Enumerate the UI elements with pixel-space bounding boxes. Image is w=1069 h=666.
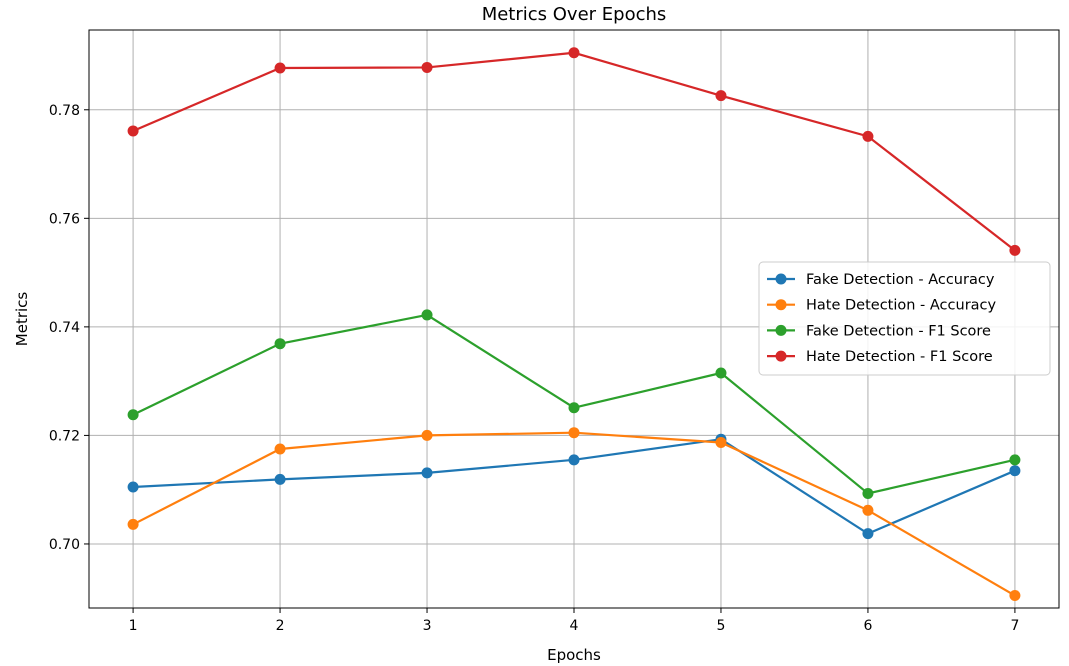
data-point [568, 427, 580, 439]
data-point [568, 402, 580, 414]
data-point [715, 367, 727, 379]
y-tick-label: 0.70 [49, 537, 80, 553]
data-point [1009, 454, 1021, 466]
chart-title: Metrics Over Epochs [482, 4, 667, 25]
legend-item: Fake Detection - F1 Score [767, 323, 991, 339]
data-point [421, 61, 433, 73]
x-tick-label: 2 [276, 618, 285, 634]
data-point [421, 309, 433, 321]
data-point [1009, 590, 1021, 602]
data-point [421, 429, 433, 441]
data-point [862, 487, 874, 499]
y-tick-label: 0.76 [49, 211, 80, 227]
legend-swatch-marker [775, 324, 787, 336]
data-point [862, 504, 874, 516]
legend-label: Fake Detection - Accuracy [806, 272, 995, 288]
legend-label: Hate Detection - F1 Score [806, 349, 993, 365]
y-axis-label: Metrics [13, 292, 31, 347]
data-point [274, 473, 286, 485]
series-1 [127, 433, 1021, 540]
x-tick-label: 3 [423, 618, 432, 634]
data-point [568, 454, 580, 466]
legend: Fake Detection - Accuracy Hate Detection … [758, 261, 1051, 376]
data-point [715, 436, 727, 448]
legend-item: Hate Detection - F1 Score [767, 349, 993, 365]
y-tick-label: 0.72 [49, 428, 80, 444]
data-point [715, 90, 727, 102]
x-axis-ticks: 1 2 3 4 5 6 7 [129, 608, 1019, 634]
data-point [421, 467, 433, 479]
data-point [127, 518, 139, 530]
y-axis-ticks: 0.70 0.72 0.74 0.76 0.78 [49, 103, 89, 553]
x-tick-label: 1 [129, 618, 138, 634]
y-tick-label: 0.78 [49, 103, 80, 119]
legend-item: Hate Detection - Accuracy [767, 298, 997, 314]
data-point [127, 125, 139, 137]
data-point [1009, 244, 1021, 256]
data-point [274, 62, 286, 74]
x-tick-label: 5 [717, 618, 726, 634]
data-point [127, 481, 139, 493]
x-tick-label: 6 [863, 618, 872, 634]
legend-label: Fake Detection - F1 Score [806, 323, 991, 339]
legend-swatch-marker [775, 273, 787, 285]
legend-swatch-marker [775, 299, 787, 311]
legend-label: Hate Detection - Accuracy [806, 298, 997, 314]
x-axis-label: Epochs [547, 646, 601, 664]
legend-box [758, 261, 1051, 376]
data-point [1009, 465, 1021, 477]
x-tick-label: 7 [1010, 618, 1019, 634]
y-tick-label: 0.74 [49, 320, 80, 336]
series-lines [127, 47, 1021, 602]
series-2 [127, 427, 1021, 602]
data-point [274, 338, 286, 350]
series-4 [127, 47, 1021, 256]
data-point [568, 47, 580, 59]
legend-item: Fake Detection - Accuracy [767, 272, 995, 288]
data-point [862, 130, 874, 142]
x-tick-label: 4 [570, 618, 579, 634]
data-point [127, 409, 139, 421]
legend-swatch-marker [775, 350, 787, 362]
series-3 [127, 309, 1021, 499]
data-point [274, 443, 286, 455]
data-point [862, 528, 874, 540]
